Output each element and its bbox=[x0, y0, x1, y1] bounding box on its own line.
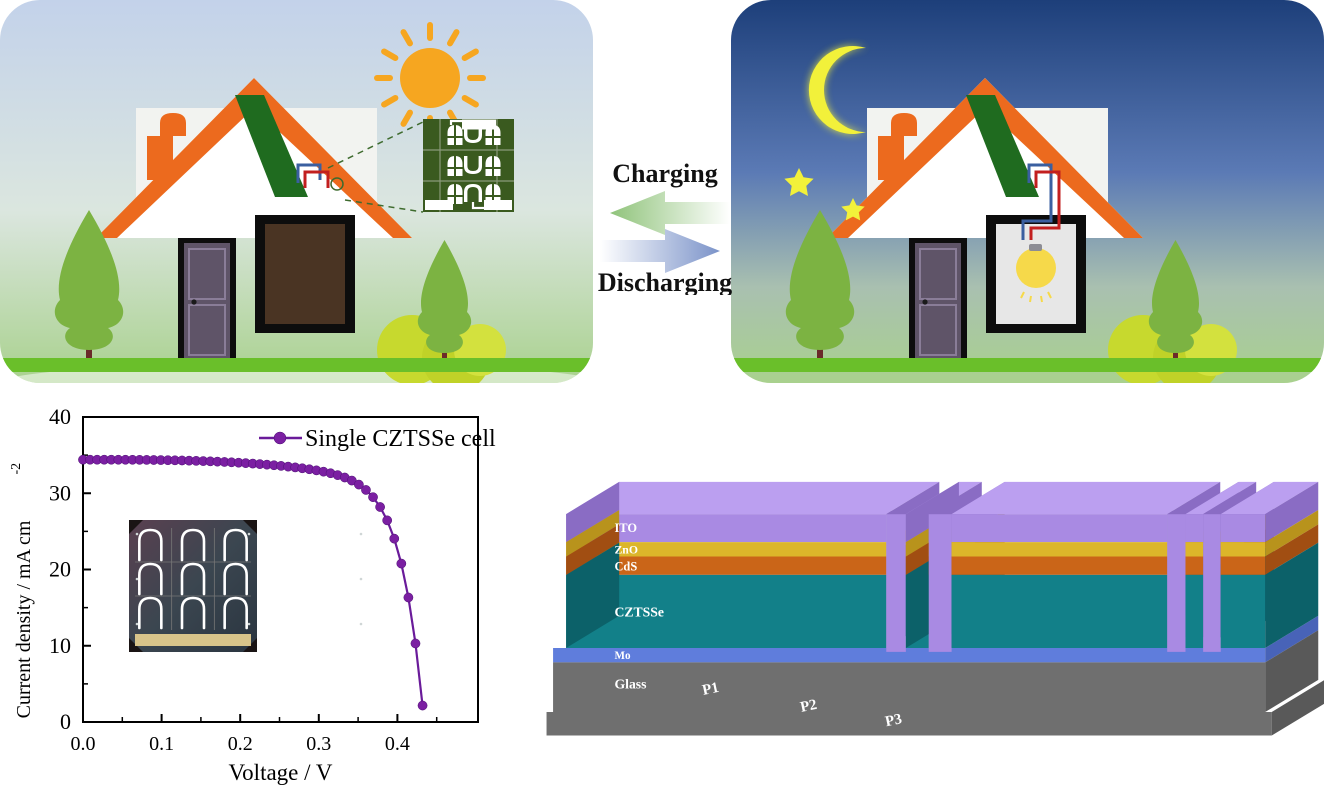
svg-text:40: 40 bbox=[49, 404, 71, 429]
svg-text:CZTSSe: CZTSSe bbox=[614, 605, 664, 620]
svg-text:0.1: 0.1 bbox=[149, 733, 174, 755]
svg-text:CdS: CdS bbox=[614, 559, 637, 573]
svg-text:20: 20 bbox=[49, 557, 71, 582]
svg-text:Mo: Mo bbox=[614, 650, 630, 662]
svg-text:Glass: Glass bbox=[614, 677, 646, 692]
svg-text:0: 0 bbox=[60, 709, 71, 734]
svg-text:10: 10 bbox=[49, 633, 71, 658]
svg-text:30: 30 bbox=[49, 480, 71, 505]
svg-text:0.4: 0.4 bbox=[385, 733, 410, 755]
svg-text:Single CZTSSe cell: Single CZTSSe cell bbox=[305, 426, 496, 452]
svg-text:P2: P2 bbox=[799, 697, 819, 716]
svg-text:Discharging: Discharging bbox=[598, 268, 732, 295]
svg-text:Charging: Charging bbox=[612, 159, 717, 188]
svg-text:0.0: 0.0 bbox=[71, 733, 96, 755]
svg-text:-2: -2 bbox=[9, 463, 24, 475]
svg-text:P3: P3 bbox=[884, 711, 904, 730]
svg-text:Current density / mA cm: Current density / mA cm bbox=[13, 520, 35, 718]
svg-text:ZnO: ZnO bbox=[614, 543, 638, 556]
svg-text:0.2: 0.2 bbox=[228, 733, 253, 755]
svg-text:0.3: 0.3 bbox=[306, 733, 331, 755]
svg-text:P1: P1 bbox=[701, 680, 721, 699]
svg-text:ITO: ITO bbox=[614, 521, 637, 535]
svg-text:Voltage / V: Voltage / V bbox=[229, 760, 333, 785]
